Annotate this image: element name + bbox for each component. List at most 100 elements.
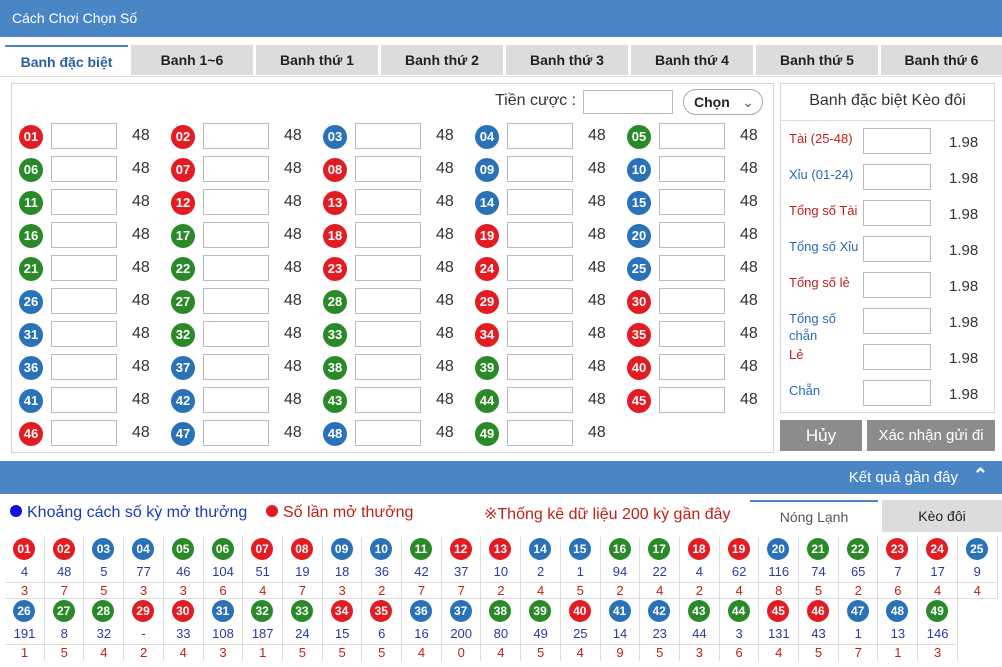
number-ball[interactable]: 34 <box>475 323 499 347</box>
tab-ball-4[interactable]: Banh thứ 3 <box>506 45 628 75</box>
number-bet-input[interactable] <box>355 222 421 248</box>
number-bet-input[interactable] <box>355 321 421 347</box>
tab-hot-cold[interactable]: Nóng Lạnh <box>750 500 878 532</box>
number-bet-input[interactable] <box>51 156 117 182</box>
number-ball[interactable]: 07 <box>171 158 195 182</box>
number-ball[interactable]: 26 <box>19 290 43 314</box>
number-bet-input[interactable] <box>507 354 573 380</box>
number-ball[interactable]: 09 <box>475 158 499 182</box>
number-bet-input[interactable] <box>203 387 269 413</box>
number-bet-input[interactable] <box>355 255 421 281</box>
number-ball[interactable]: 20 <box>627 224 651 248</box>
side-bet-input[interactable] <box>863 200 931 226</box>
number-bet-input[interactable] <box>51 321 117 347</box>
number-bet-input[interactable] <box>51 387 117 413</box>
number-ball[interactable]: 44 <box>475 389 499 413</box>
number-ball[interactable]: 33 <box>323 323 347 347</box>
number-bet-input[interactable] <box>203 420 269 446</box>
number-bet-input[interactable] <box>507 222 573 248</box>
number-ball[interactable]: 04 <box>475 125 499 149</box>
tab-double-odds[interactable]: Kèo đôi <box>882 500 1002 532</box>
number-ball[interactable]: 21 <box>19 257 43 281</box>
number-ball[interactable]: 14 <box>475 191 499 215</box>
number-bet-input[interactable] <box>355 123 421 149</box>
number-ball[interactable]: 02 <box>171 125 195 149</box>
number-ball[interactable]: 06 <box>19 158 43 182</box>
tab-special-ball[interactable]: Banh đặc biệt <box>5 45 128 77</box>
number-ball[interactable]: 24 <box>475 257 499 281</box>
number-ball[interactable]: 45 <box>627 389 651 413</box>
number-bet-input[interactable] <box>203 321 269 347</box>
number-ball[interactable]: 22 <box>171 257 195 281</box>
number-bet-input[interactable] <box>203 354 269 380</box>
number-bet-input[interactable] <box>51 123 117 149</box>
number-ball[interactable]: 40 <box>627 356 651 380</box>
number-ball[interactable]: 13 <box>323 191 347 215</box>
recent-results-bar[interactable]: Kết quả gần đây ⌃ <box>0 461 1002 494</box>
number-bet-input[interactable] <box>659 321 725 347</box>
number-bet-input[interactable] <box>507 420 573 446</box>
number-ball[interactable]: 29 <box>475 290 499 314</box>
number-ball[interactable]: 28 <box>323 290 347 314</box>
number-bet-input[interactable] <box>355 387 421 413</box>
number-bet-input[interactable] <box>203 255 269 281</box>
number-ball[interactable]: 49 <box>475 422 499 446</box>
number-bet-input[interactable] <box>659 387 725 413</box>
side-bet-input[interactable] <box>863 236 931 262</box>
tab-ball-1[interactable]: Banh 1~6 <box>131 45 253 75</box>
number-ball[interactable]: 31 <box>19 323 43 347</box>
number-ball[interactable]: 05 <box>627 125 651 149</box>
number-ball[interactable]: 35 <box>627 323 651 347</box>
tab-ball-3[interactable]: Banh thứ 2 <box>381 45 503 75</box>
number-bet-input[interactable] <box>203 156 269 182</box>
number-ball[interactable]: 17 <box>171 224 195 248</box>
number-ball[interactable]: 16 <box>19 224 43 248</box>
number-bet-input[interactable] <box>659 222 725 248</box>
number-bet-input[interactable] <box>507 156 573 182</box>
number-bet-input[interactable] <box>51 288 117 314</box>
number-ball[interactable]: 27 <box>171 290 195 314</box>
number-ball[interactable]: 38 <box>323 356 347 380</box>
number-bet-input[interactable] <box>507 321 573 347</box>
side-bet-input[interactable] <box>863 308 931 334</box>
number-ball[interactable]: 37 <box>171 356 195 380</box>
number-ball[interactable]: 32 <box>171 323 195 347</box>
number-ball[interactable]: 48 <box>323 422 347 446</box>
tab-ball-5[interactable]: Banh thứ 4 <box>631 45 753 75</box>
number-ball[interactable]: 41 <box>19 389 43 413</box>
number-bet-input[interactable] <box>507 255 573 281</box>
number-bet-input[interactable] <box>659 255 725 281</box>
number-bet-input[interactable] <box>507 387 573 413</box>
number-bet-input[interactable] <box>203 288 269 314</box>
tab-ball-6[interactable]: Banh thứ 5 <box>756 45 878 75</box>
number-ball[interactable]: 39 <box>475 356 499 380</box>
number-ball[interactable]: 30 <box>627 290 651 314</box>
number-bet-input[interactable] <box>659 156 725 182</box>
number-bet-input[interactable] <box>355 420 421 446</box>
number-bet-input[interactable] <box>51 222 117 248</box>
side-bet-input[interactable] <box>863 344 931 370</box>
side-bet-input[interactable] <box>863 272 931 298</box>
number-ball[interactable]: 42 <box>171 389 195 413</box>
number-ball[interactable]: 46 <box>19 422 43 446</box>
number-bet-input[interactable] <box>507 123 573 149</box>
number-ball[interactable]: 11 <box>19 191 43 215</box>
choose-select[interactable]: Chọn ⌄ <box>683 89 763 115</box>
number-bet-input[interactable] <box>203 189 269 215</box>
side-bet-input[interactable] <box>863 128 931 154</box>
number-bet-input[interactable] <box>659 354 725 380</box>
number-bet-input[interactable] <box>507 189 573 215</box>
number-bet-input[interactable] <box>51 189 117 215</box>
number-bet-input[interactable] <box>659 189 725 215</box>
number-ball[interactable]: 23 <box>323 257 347 281</box>
number-ball[interactable]: 03 <box>323 125 347 149</box>
side-bet-input[interactable] <box>863 380 931 406</box>
number-bet-input[interactable] <box>51 354 117 380</box>
chevron-up-icon[interactable]: ⌃ <box>972 465 988 485</box>
number-bet-input[interactable] <box>507 288 573 314</box>
number-bet-input[interactable] <box>355 156 421 182</box>
number-ball[interactable]: 43 <box>323 389 347 413</box>
number-ball[interactable]: 08 <box>323 158 347 182</box>
number-bet-input[interactable] <box>203 123 269 149</box>
number-bet-input[interactable] <box>355 288 421 314</box>
